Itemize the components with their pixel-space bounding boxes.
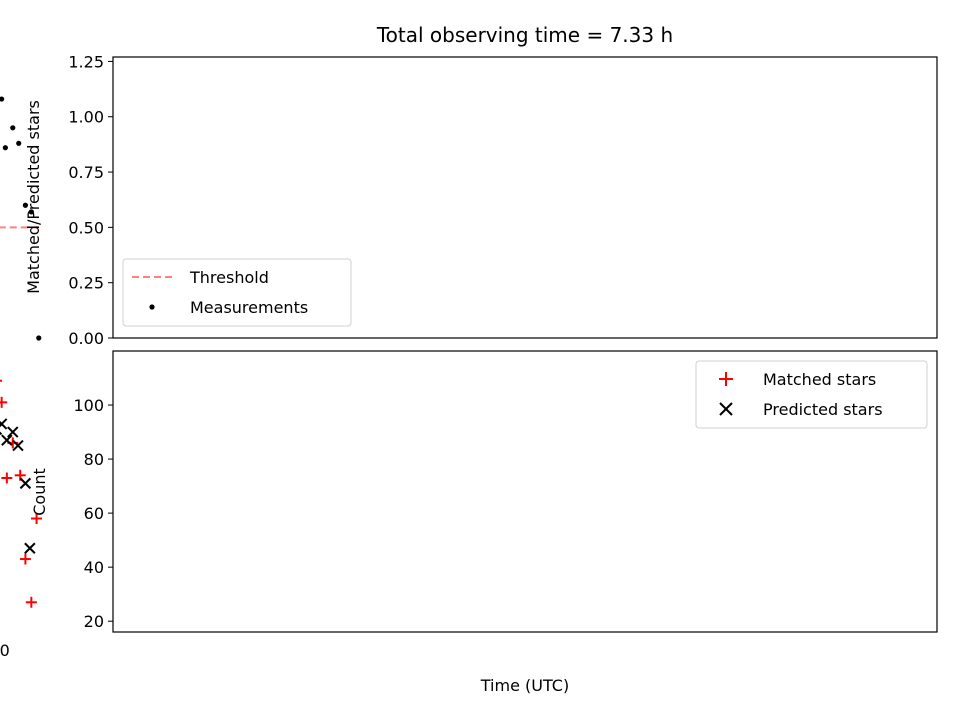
bottom-y-tick-label: 100 — [73, 396, 104, 415]
top-y-tick-label: 0.50 — [68, 218, 104, 237]
x-tick-label: 18:00 — [0, 641, 10, 660]
predicted-star-point — [12, 439, 24, 452]
ratio-panel: 0.00 0.25 0.50 0.75 1.00 1.25 Matched/Predict… — [0, 52, 938, 348]
predicted-star-point — [0, 418, 8, 430]
threshold-legend-label: Threshold — [189, 268, 269, 287]
measurement-point — [0, 96, 5, 102]
top-y-tick-label: 0.75 — [68, 163, 104, 182]
top-legend-box — [122, 258, 352, 327]
bottom-axes-frame — [112, 350, 938, 633]
matched-legend-label: Matched stars — [763, 370, 876, 389]
predicted-star-point — [7, 426, 19, 438]
top-y-tick-label: 0.25 — [68, 274, 104, 293]
matched-star-point — [25, 596, 37, 608]
bottom-legend: Matched stars Predicted stars — [695, 360, 928, 429]
top-y-tick-label: 1.00 — [68, 108, 104, 127]
matched-star-point — [31, 513, 43, 525]
measurement-points — [0, 96, 42, 341]
measurement-point — [10, 125, 16, 131]
predicted-star-point — [1, 434, 13, 446]
matched-star-point — [19, 553, 31, 565]
x-axis-label: Time (UTC) — [480, 676, 569, 695]
measurement-point — [22, 202, 29, 208]
top-y-tick-label: 1.25 — [68, 52, 104, 71]
matched-legend-swatch — [719, 372, 733, 386]
predicted-legend-swatch — [719, 402, 733, 416]
bottom-y-tick-label: 60 — [84, 504, 104, 523]
bottom-x-ticks: 18:0020:0022:0000:0002:0004:00 — [0, 641, 10, 660]
bottom-y-tick-label: 40 — [84, 558, 104, 577]
predicted-stars-points — [0, 418, 36, 554]
measurement-point — [2, 145, 8, 151]
matched-star-point — [1, 472, 13, 484]
measurement-point — [16, 140, 22, 146]
measurements-legend-swatch — [149, 304, 155, 310]
measurement-point — [28, 209, 34, 215]
top-y-ticks: 0.00 0.25 0.50 0.75 1.00 1.25 — [68, 52, 113, 348]
predicted-star-point — [0, 423, 3, 436]
chart-title: Total observing time = 7.33 h — [376, 23, 673, 47]
matched-star-point — [0, 396, 8, 408]
top-y-axis-label: Matched/Predicted stars — [24, 100, 43, 294]
top-axes-frame — [112, 56, 938, 339]
top-legend: Threshold Measurements — [122, 258, 352, 327]
bottom-legend-box — [695, 360, 928, 429]
predicted-legend-label: Predicted stars — [763, 400, 883, 419]
predicted-star-point — [24, 542, 36, 554]
bottom-y-tick-label: 20 — [84, 612, 104, 631]
matched-star-point — [0, 379, 2, 382]
measurements-legend-label: Measurements — [190, 298, 308, 317]
top-y-tick-label: 0.00 — [68, 329, 104, 348]
bottom-y-ticks: 20 40 60 80 100 — [73, 396, 113, 631]
measurement-point — [36, 335, 42, 341]
predicted-star-point — [19, 477, 32, 490]
count-panel: 20 40 60 80 100 18:0020:0022:0000:0002:0004:… — [0, 350, 938, 695]
bottom-y-tick-label: 80 — [84, 450, 104, 469]
bottom-y-axis-label: Count — [30, 468, 49, 516]
